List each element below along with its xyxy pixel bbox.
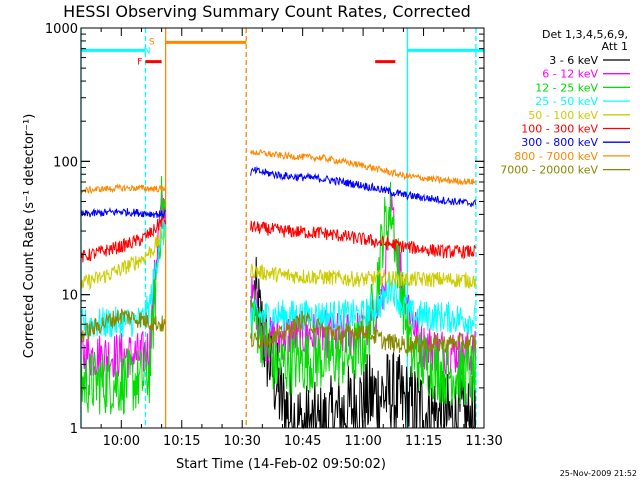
- legend-entry-4: 25 - 50 keV: [535, 95, 598, 108]
- legend-entry-7: 300 - 800 keV: [521, 136, 598, 149]
- y-axis-label: Corrected Count Rate (s⁻¹ detector⁻¹): [22, 114, 37, 359]
- x-tick-label-1: 10:15: [163, 434, 200, 449]
- legend-entry-3: 12 - 25 keV: [535, 81, 598, 94]
- series-line-7: [80, 165, 477, 219]
- legend-entry-8: 800 - 7000 keV: [514, 150, 598, 163]
- flag-label-s: S: [149, 38, 155, 48]
- x-tick-label-6: 11:30: [465, 434, 502, 449]
- y-tick-label-1: 10: [61, 289, 78, 304]
- legend-entry-6: 100 - 300 keV: [521, 123, 598, 136]
- series-line-6: [80, 214, 477, 263]
- series-line-5: [80, 228, 477, 291]
- x-tick-label-2: 10:30: [223, 434, 260, 449]
- x-tick-label-0: 10:00: [103, 434, 140, 449]
- footer-date: 25-Nov-2009 21:52: [560, 469, 637, 478]
- x-tick-label-3: 10:45: [284, 434, 321, 449]
- y-tick-label-2: 100: [53, 155, 78, 170]
- legend-title-line-0: Det 1,3,4,5,6,9,: [542, 28, 628, 41]
- flag-label-n: N: [144, 46, 151, 56]
- legend-title-line-1: Att 1: [602, 40, 628, 53]
- series-line-9: [80, 308, 477, 354]
- x-axis-label: Start Time (14-Feb-02 09:50:02): [176, 457, 386, 472]
- x-tick-label-4: 11:00: [344, 434, 381, 449]
- series-line-3: [80, 175, 477, 415]
- series-line-8: [80, 149, 476, 195]
- legend-entry-2: 6 - 12 keV: [542, 68, 598, 81]
- x-tick-label-5: 11:15: [405, 434, 442, 449]
- series-layer: [80, 149, 477, 430]
- axes: 10:00 10:15 10:30 10:45 11:00 11:15 11:30 1 10 10…: [45, 22, 503, 449]
- legend-entry-1: 3 - 6 keV: [549, 54, 598, 67]
- chart-title: HESSI Observing Summary Count Rates, Cor…: [63, 2, 471, 21]
- legend-entry-5: 50 - 100 keV: [528, 109, 598, 122]
- y-tick-label-3: 1000: [45, 22, 78, 37]
- y-tick-label-0: 1: [70, 422, 78, 437]
- flag-label-f: F: [137, 58, 142, 68]
- legend-entry-9: 7000 - 20000 keV: [500, 164, 598, 177]
- flag-bars: FNS: [81, 38, 484, 68]
